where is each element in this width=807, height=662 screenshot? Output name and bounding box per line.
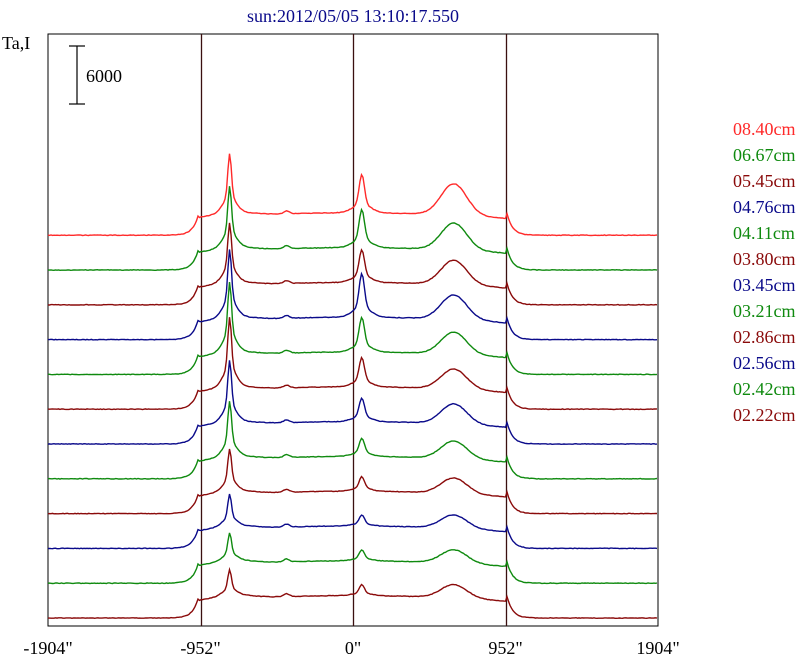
legend-entry-5: 03.80cm [733, 249, 796, 269]
chart-title: sun:2012/05/05 13:10:17.550 [247, 6, 459, 26]
legend-entry-0: 08.40cm [733, 119, 796, 139]
legend-entry-6: 03.45cm [733, 275, 796, 295]
legend-entry-11: 02.22cm [733, 405, 796, 425]
series-line-04.76cm [48, 249, 657, 340]
series-line-08.40cm [48, 154, 657, 236]
x-tick-label-1: -952" [180, 638, 220, 658]
legend-entry-7: 03.21cm [733, 301, 796, 321]
series-line-03.21cm [48, 401, 657, 479]
series-line-04.11cm [48, 282, 657, 375]
legend-entry-8: 02.86cm [733, 327, 796, 347]
x-tick-labels: -1904" -952" 0" 952" 1904" [23, 638, 679, 658]
legend-entry-4: 04.11cm [733, 223, 795, 243]
scale-bar: 6000 [69, 46, 122, 104]
x-tick-label-3: 952" [488, 638, 522, 658]
series-line-02.42cm [48, 533, 657, 584]
y-axis-label: Ta,I [2, 33, 30, 53]
series-line-02.22cm [48, 570, 657, 619]
legend-entry-9: 02.56cm [733, 353, 796, 373]
scale-bar-label: 6000 [86, 66, 122, 86]
legend-entry-3: 04.76cm [733, 197, 796, 217]
x-tick-label-0: -1904" [23, 638, 72, 658]
vertical-reference-lines [202, 34, 507, 626]
series-line-03.45cm [48, 360, 657, 444]
series-line-02.56cm [48, 494, 657, 549]
series-line-06.67cm [48, 186, 657, 270]
series-line-03.80cm [48, 317, 657, 409]
legend-entry-2: 05.45cm [733, 171, 796, 191]
legend-entry-10: 02.42cm [733, 379, 796, 399]
legend-entry-1: 06.67cm [733, 145, 796, 165]
legend: 08.40cm 06.67cm 05.45cm 04.76cm 04.11cm 03.80… [733, 119, 796, 425]
series-group [48, 154, 657, 619]
x-tick-label-2: 0" [345, 638, 361, 658]
series-line-02.86cm [48, 449, 657, 514]
x-tick-label-4: 1904" [636, 638, 679, 658]
